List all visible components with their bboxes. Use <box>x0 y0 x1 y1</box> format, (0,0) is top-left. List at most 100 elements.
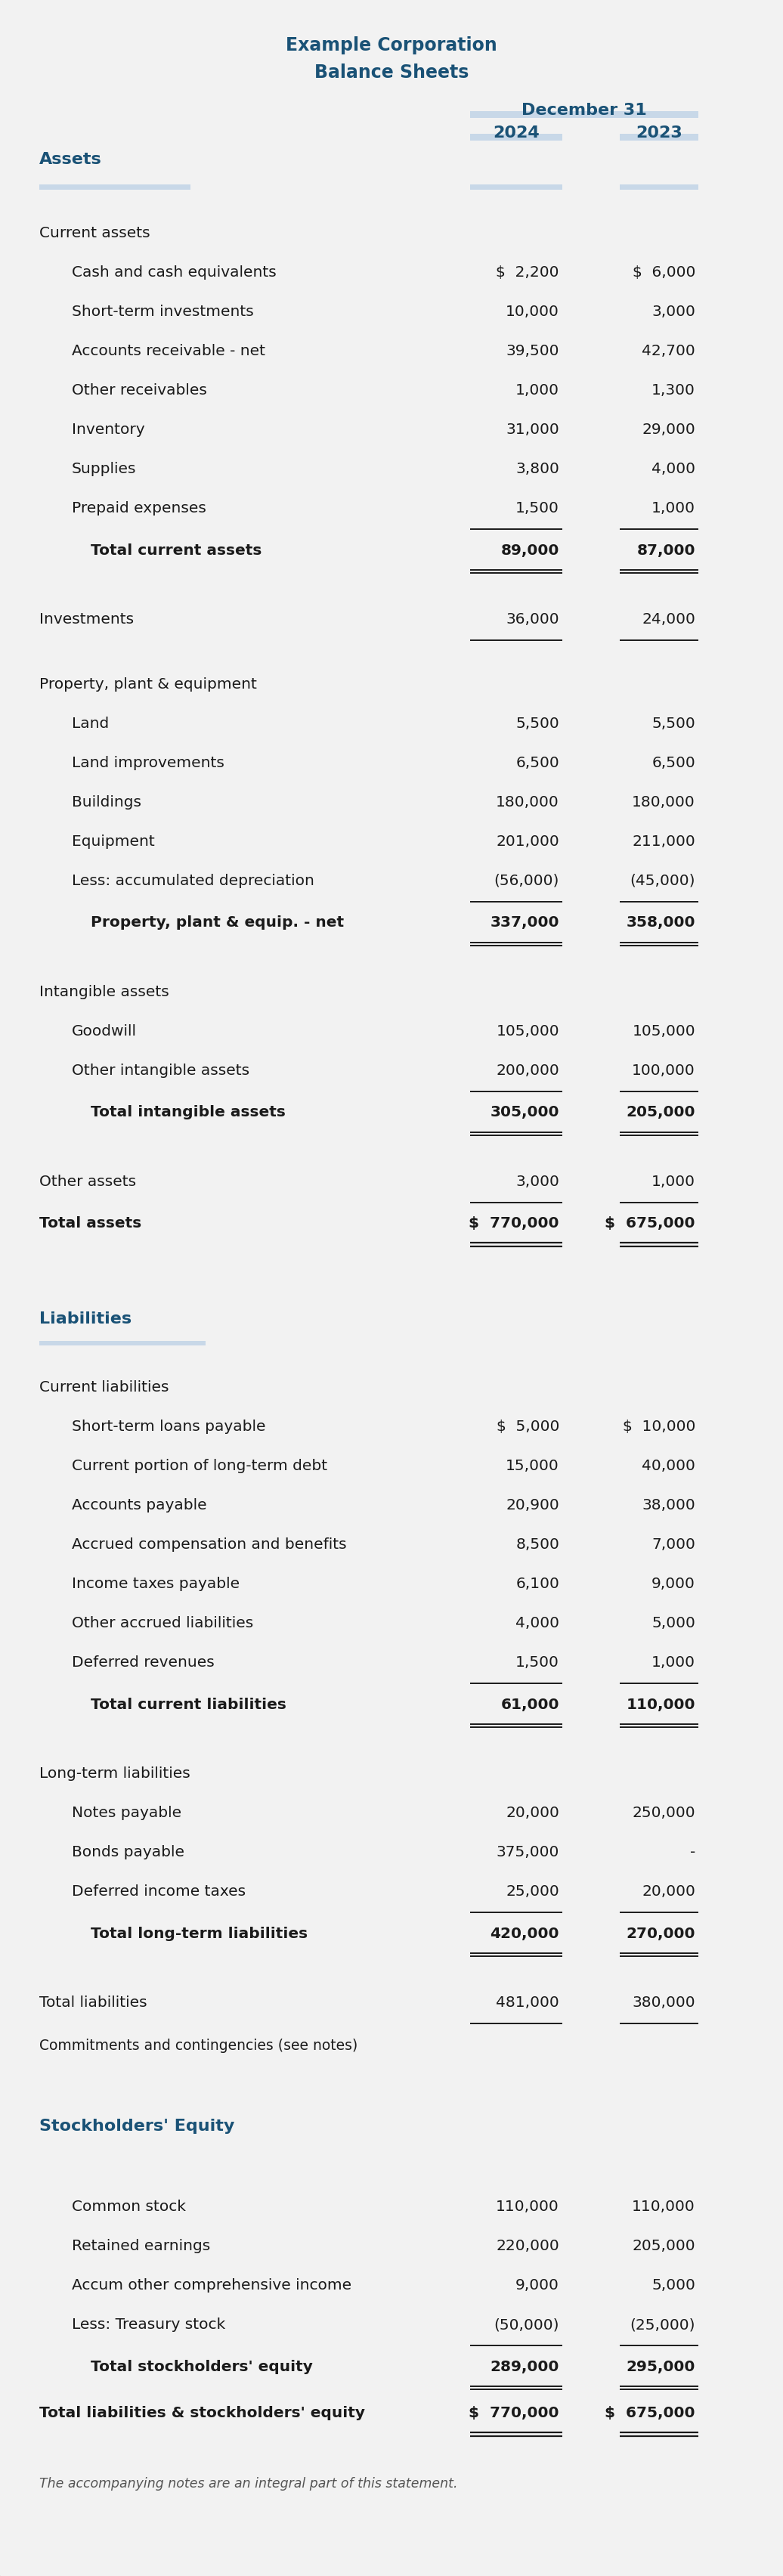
Text: 8,500: 8,500 <box>515 1538 559 1551</box>
Text: 29,000: 29,000 <box>642 422 695 438</box>
Text: Balance Sheets: Balance Sheets <box>314 64 469 82</box>
Text: Total long-term liabilities: Total long-term liabilities <box>91 1927 308 1940</box>
Text: 5,000: 5,000 <box>651 2277 695 2293</box>
Text: Buildings: Buildings <box>72 796 142 809</box>
Text: Stockholders' Equity: Stockholders' Equity <box>39 2120 235 2133</box>
Text: (45,000): (45,000) <box>630 873 695 889</box>
Text: 24,000: 24,000 <box>642 613 695 626</box>
Text: 31,000: 31,000 <box>506 422 559 438</box>
Text: Equipment: Equipment <box>72 835 155 848</box>
Text: 1,500: 1,500 <box>515 1656 559 1669</box>
Text: 180,000: 180,000 <box>632 796 695 809</box>
Text: Intangible assets: Intangible assets <box>39 984 169 999</box>
Text: Accum other comprehensive income: Accum other comprehensive income <box>72 2277 352 2293</box>
Text: 15,000: 15,000 <box>506 1458 559 1473</box>
Text: 20,000: 20,000 <box>506 1806 559 1821</box>
Text: 38,000: 38,000 <box>642 1499 695 1512</box>
Text: 5,000: 5,000 <box>651 1615 695 1631</box>
Text: 289,000: 289,000 <box>490 2360 559 2375</box>
Text: 89,000: 89,000 <box>501 544 559 556</box>
Text: 61,000: 61,000 <box>500 1698 559 1713</box>
Text: 1,000: 1,000 <box>651 502 695 515</box>
Text: 201,000: 201,000 <box>496 835 559 848</box>
Text: 110,000: 110,000 <box>626 1698 695 1713</box>
Text: Land improvements: Land improvements <box>72 755 225 770</box>
Text: 1,500: 1,500 <box>515 502 559 515</box>
Text: 36,000: 36,000 <box>506 613 559 626</box>
Text: 358,000: 358,000 <box>626 914 695 930</box>
Text: (50,000): (50,000) <box>494 2318 559 2331</box>
Text: Accounts receivable - net: Accounts receivable - net <box>72 345 265 358</box>
Text: 420,000: 420,000 <box>490 1927 559 1940</box>
Text: Deferred income taxes: Deferred income taxes <box>72 1886 246 1899</box>
Text: 3,000: 3,000 <box>515 1175 559 1188</box>
Text: Less: accumulated depreciation: Less: accumulated depreciation <box>72 873 314 889</box>
Text: Total stockholders' equity: Total stockholders' equity <box>91 2360 312 2375</box>
Text: Less: Treasury stock: Less: Treasury stock <box>72 2318 226 2331</box>
Text: Common stock: Common stock <box>72 2200 186 2215</box>
Text: Total current assets: Total current assets <box>91 544 262 556</box>
Text: 20,000: 20,000 <box>642 1886 695 1899</box>
Text: 87,000: 87,000 <box>637 544 695 556</box>
Text: 1,000: 1,000 <box>651 1175 695 1188</box>
Text: Other intangible assets: Other intangible assets <box>72 1064 250 1077</box>
Text: Liabilities: Liabilities <box>39 1311 132 1327</box>
Text: Total intangible assets: Total intangible assets <box>91 1105 286 1121</box>
Text: Example Corporation: Example Corporation <box>286 36 497 54</box>
Text: 25,000: 25,000 <box>506 1886 559 1899</box>
Text: December 31: December 31 <box>521 103 647 118</box>
Text: 6,100: 6,100 <box>515 1577 559 1592</box>
Text: 105,000: 105,000 <box>632 1023 695 1038</box>
Text: 1,000: 1,000 <box>651 1656 695 1669</box>
Text: 40,000: 40,000 <box>642 1458 695 1473</box>
Text: 100,000: 100,000 <box>632 1064 695 1077</box>
Text: Property, plant & equip. - net: Property, plant & equip. - net <box>91 914 344 930</box>
Text: Accrued compensation and benefits: Accrued compensation and benefits <box>72 1538 347 1551</box>
Text: Total liabilities & stockholders' equity: Total liabilities & stockholders' equity <box>39 2406 365 2421</box>
Text: 2024: 2024 <box>493 126 539 142</box>
Text: 4,000: 4,000 <box>651 461 695 477</box>
Text: 2023: 2023 <box>636 126 683 142</box>
Text: 5,500: 5,500 <box>651 716 695 732</box>
Text: Other receivables: Other receivables <box>72 384 207 397</box>
Text: Commitments and contingencies (see notes): Commitments and contingencies (see notes… <box>39 2038 358 2053</box>
Text: $  10,000: $ 10,000 <box>622 1419 695 1435</box>
Text: $  675,000: $ 675,000 <box>605 2406 695 2421</box>
Text: 211,000: 211,000 <box>632 835 695 848</box>
Text: 42,700: 42,700 <box>642 345 695 358</box>
Text: 9,000: 9,000 <box>651 1577 695 1592</box>
Text: 6,500: 6,500 <box>651 755 695 770</box>
Text: 3,800: 3,800 <box>515 461 559 477</box>
Text: Short-term loans payable: Short-term loans payable <box>72 1419 265 1435</box>
Text: $  6,000: $ 6,000 <box>633 265 695 281</box>
Text: 105,000: 105,000 <box>496 1023 559 1038</box>
Text: 20,900: 20,900 <box>506 1499 559 1512</box>
Text: Other accrued liabilities: Other accrued liabilities <box>72 1615 254 1631</box>
Text: 220,000: 220,000 <box>496 2239 559 2254</box>
Text: Deferred revenues: Deferred revenues <box>72 1656 215 1669</box>
Text: Goodwill: Goodwill <box>72 1023 137 1038</box>
Text: Bonds payable: Bonds payable <box>72 1844 185 1860</box>
Text: 1,300: 1,300 <box>651 384 695 397</box>
Text: $  2,200: $ 2,200 <box>496 265 559 281</box>
Text: 200,000: 200,000 <box>496 1064 559 1077</box>
Text: Current liabilities: Current liabilities <box>39 1381 169 1394</box>
Text: Land: Land <box>72 716 109 732</box>
Text: 305,000: 305,000 <box>490 1105 559 1121</box>
Text: 5,500: 5,500 <box>516 716 559 732</box>
Text: 380,000: 380,000 <box>632 1996 695 2009</box>
Text: $  675,000: $ 675,000 <box>605 1216 695 1231</box>
Text: 180,000: 180,000 <box>496 796 559 809</box>
Text: Current portion of long-term debt: Current portion of long-term debt <box>72 1458 327 1473</box>
Text: 481,000: 481,000 <box>496 1996 559 2009</box>
Text: Assets: Assets <box>39 152 102 167</box>
Text: $  5,000: $ 5,000 <box>496 1419 559 1435</box>
Text: Long-term liabilities: Long-term liabilities <box>39 1767 190 1780</box>
Text: 375,000: 375,000 <box>496 1844 559 1860</box>
Text: 4,000: 4,000 <box>515 1615 559 1631</box>
Text: Prepaid expenses: Prepaid expenses <box>72 502 206 515</box>
Text: -: - <box>690 1844 695 1860</box>
Text: (25,000): (25,000) <box>630 2318 695 2331</box>
Text: Investments: Investments <box>39 613 134 626</box>
Text: 9,000: 9,000 <box>515 2277 559 2293</box>
